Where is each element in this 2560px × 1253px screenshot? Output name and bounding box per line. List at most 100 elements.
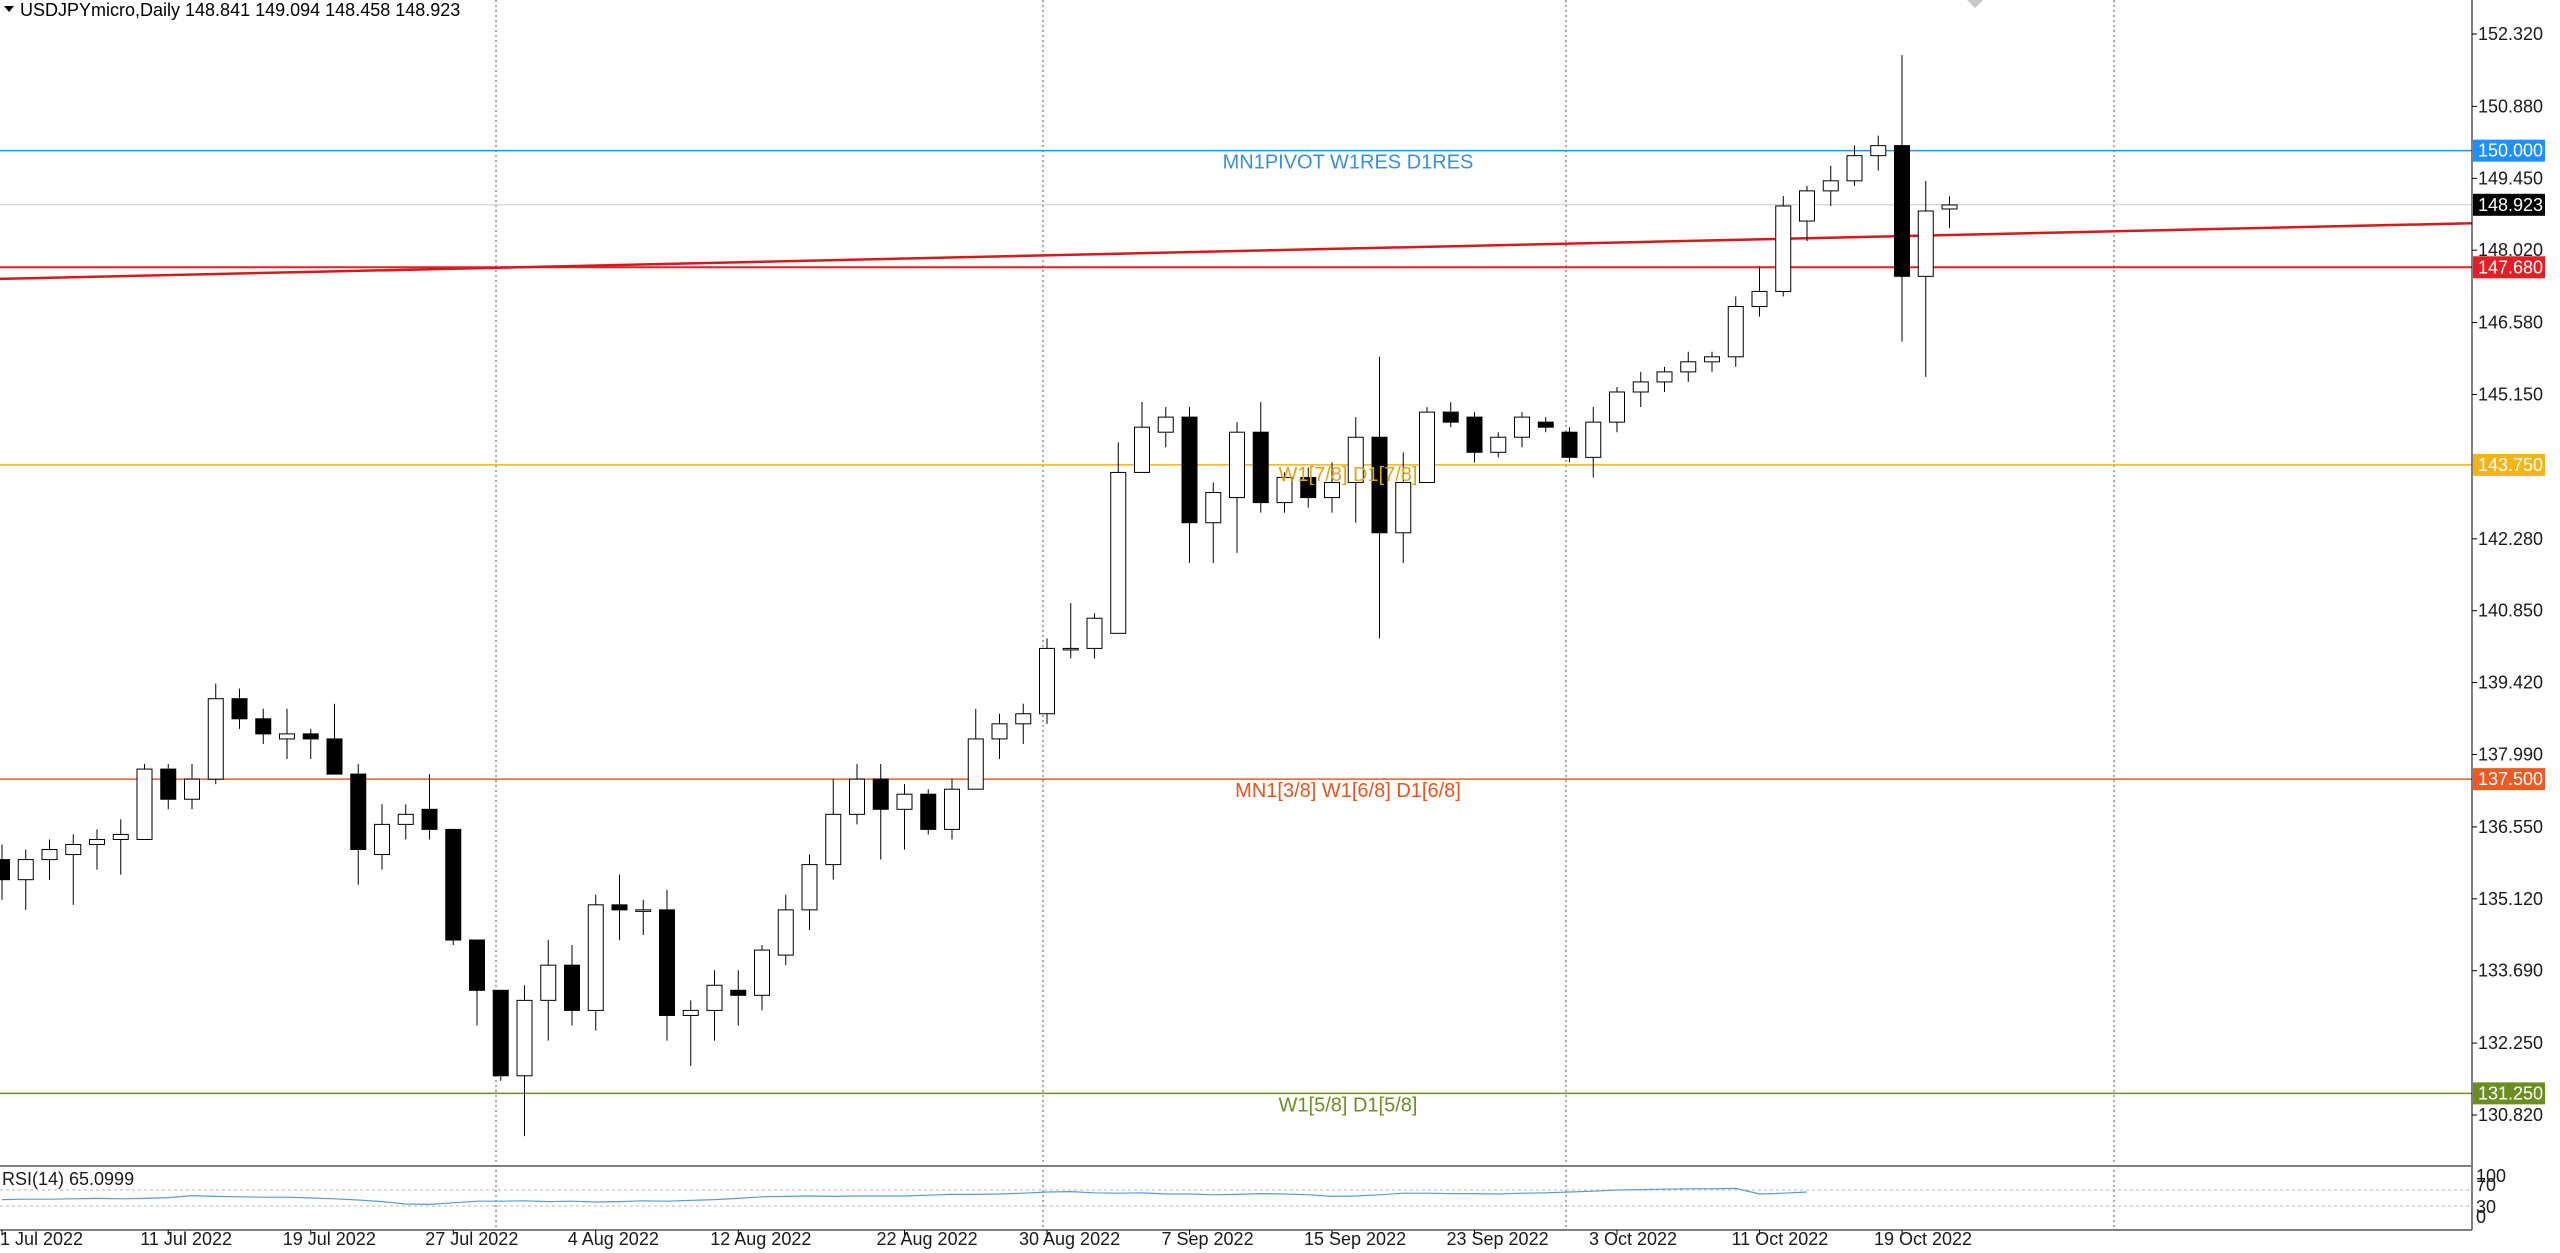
candle <box>1632 371 1649 408</box>
candle <box>0 844 10 900</box>
candle-body-bull <box>1775 205 1792 292</box>
candle <box>896 784 913 850</box>
candle-body-bull <box>1110 471 1127 634</box>
current-price-tag: 148.923 <box>2478 195 2543 215</box>
candle <box>1561 427 1578 463</box>
x-tick-label: 19 Jul 2022 <box>283 1229 376 1249</box>
candle <box>1704 351 1720 372</box>
candle <box>374 804 390 870</box>
candle <box>469 939 485 1026</box>
candle <box>1775 195 1792 297</box>
candle <box>445 828 462 946</box>
candle <box>1727 296 1744 367</box>
candle <box>1656 366 1673 392</box>
candle-body-bull <box>136 768 153 840</box>
level-labels: MN1PIVOT W1RES D1RES W1[7/8] D1[7/8] MN1[3… <box>1223 152 1474 1117</box>
rsi-axis-label: 70 <box>2476 1175 2496 1195</box>
candle-body-bear <box>1371 436 1388 534</box>
candle-body-bear <box>1466 416 1483 453</box>
candle <box>754 945 770 1011</box>
candle <box>326 703 343 775</box>
trendline[interactable] <box>0 221 2473 281</box>
candle <box>564 945 580 1026</box>
level-label: W1[5/8] D1[5/8] <box>1279 1094 1418 1116</box>
candle <box>1941 196 1958 229</box>
candle <box>730 970 747 1026</box>
y-tick-label: 142.280 <box>2478 529 2543 549</box>
candle <box>279 708 295 760</box>
candle-body-bull <box>1870 145 1887 157</box>
candle <box>825 779 842 880</box>
candle-body-bull <box>1704 356 1720 363</box>
y-tick-label: 140.850 <box>2478 601 2543 621</box>
candle <box>207 683 224 785</box>
candle <box>1252 402 1269 513</box>
candle-body-bear <box>564 964 580 1011</box>
candle <box>1822 165 1839 206</box>
candle <box>41 839 58 880</box>
rsi-axis-label: 30 <box>2476 1197 2496 1217</box>
y-tick-label: 146.580 <box>2478 313 2543 333</box>
candle-body-bull <box>1656 371 1673 383</box>
price-axis[interactable]: 152.320 150.880 149.450 148.020 146.580 145.1… <box>2472 24 2543 1125</box>
candle-body-bear <box>611 904 628 911</box>
y-tick-label: 130.820 <box>2478 1105 2543 1125</box>
x-tick-label: 1 Jul 2022 <box>0 1229 83 1249</box>
candles <box>0 55 1958 1137</box>
candle-body-bear <box>421 808 438 830</box>
candle-body-bear <box>469 939 485 991</box>
candle <box>1917 180 1934 377</box>
x-tick-label: 12 Aug 2022 <box>710 1229 811 1249</box>
x-tick-label: 30 Aug 2022 <box>1019 1229 1120 1249</box>
candle <box>136 764 153 840</box>
trendline-group[interactable] <box>0 221 2473 281</box>
candle-body-bull <box>1039 647 1055 715</box>
candle <box>397 804 414 840</box>
chevron-down-icon[interactable] <box>4 6 14 12</box>
level-label: W1[7/8] D1[7/8] <box>1279 464 1418 486</box>
rsi-line <box>1 1187 1808 1206</box>
candle-body-bull <box>279 733 295 740</box>
candle-body-bull <box>1324 481 1340 499</box>
candle-body-bull <box>1134 426 1150 473</box>
candle-body-bull <box>1229 431 1245 499</box>
candle-body-bull <box>1395 481 1412 534</box>
x-tick-label: 4 Aug 2022 <box>568 1229 659 1249</box>
candle <box>849 764 865 825</box>
y-tick-label: 145.150 <box>2478 385 2543 405</box>
time-axis[interactable]: 1 Jul 2022 11 Jul 2022 19 Jul 2022 27 Jul 2… <box>0 1229 1972 1249</box>
candle-body-bear <box>492 989 509 1077</box>
candle <box>944 779 960 840</box>
candle-body-bull <box>374 823 390 856</box>
candle-body-bull <box>1917 210 1934 277</box>
candle-body-bull <box>991 723 1008 740</box>
candle-body-bull <box>65 843 82 856</box>
candle <box>1039 638 1055 724</box>
candle <box>1490 432 1507 458</box>
candle-body-bull <box>682 1009 699 1016</box>
shift-marker-icon[interactable] <box>1967 0 1983 8</box>
candle <box>777 894 794 966</box>
level-price-tag-bg <box>2473 139 2545 162</box>
level-price-tag: 137.500 <box>2478 769 2543 789</box>
candle <box>160 764 177 810</box>
candle-body-bull <box>1514 416 1530 438</box>
y-tick-label: 133.690 <box>2478 961 2543 981</box>
candle-body-bull <box>184 778 200 800</box>
candle-body-bull <box>706 984 723 1011</box>
candle <box>1015 703 1032 744</box>
x-tick-label: 15 Sep 2022 <box>1304 1229 1406 1249</box>
candle-body-bull <box>1632 381 1649 393</box>
level-label: MN1[3/8] W1[6/8] D1[6/8] <box>1235 780 1461 802</box>
candle-body-bear <box>255 718 272 735</box>
candle <box>516 985 533 1137</box>
y-tick-label: 139.420 <box>2478 673 2543 693</box>
candle-body-bull <box>635 909 652 912</box>
candle-body-bull <box>1585 421 1602 458</box>
current-price-tag-bg <box>2473 193 2545 216</box>
candle-body-bear <box>872 778 889 810</box>
candle-body-bull <box>1157 416 1174 433</box>
x-tick-label: 22 Aug 2022 <box>877 1229 978 1249</box>
candle <box>492 989 509 1081</box>
